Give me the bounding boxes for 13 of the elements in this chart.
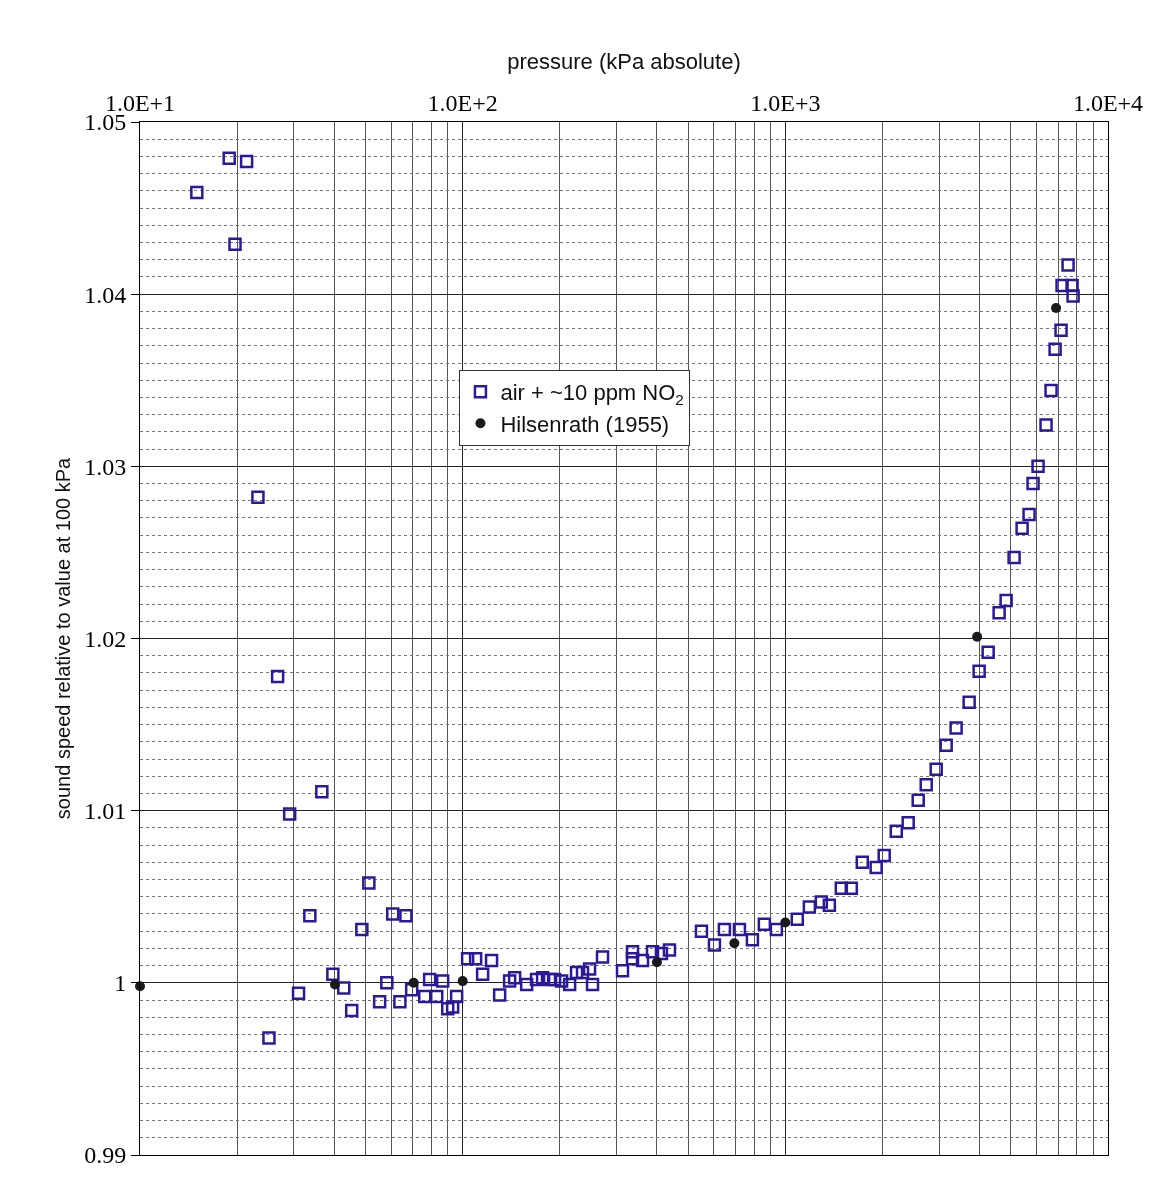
legend-label: air + ~10 ppm NO$_{2}$ [500,380,684,408]
y-tick-label: 1.01 [84,798,127,825]
y-tick-label: 1.02 [84,625,127,652]
y-tick-label: 1.03 [84,453,127,480]
y-tick-label: 1 [114,970,127,997]
y-tick-label: 1.04 [84,281,127,308]
x-axis-title: pressure (kPa absolute) [507,49,741,75]
y-tick-label: 0.99 [84,1142,127,1169]
x-tick-label: 1.0E+2 [427,90,498,117]
x-tick-label: 1.0E+3 [750,90,821,117]
x-tick-label: 1.0E+4 [1072,90,1144,117]
y-axis-title: sound speed relative to value at 100 kPa [51,456,74,820]
legend-label: Hilsenrath (1955) [500,411,670,437]
